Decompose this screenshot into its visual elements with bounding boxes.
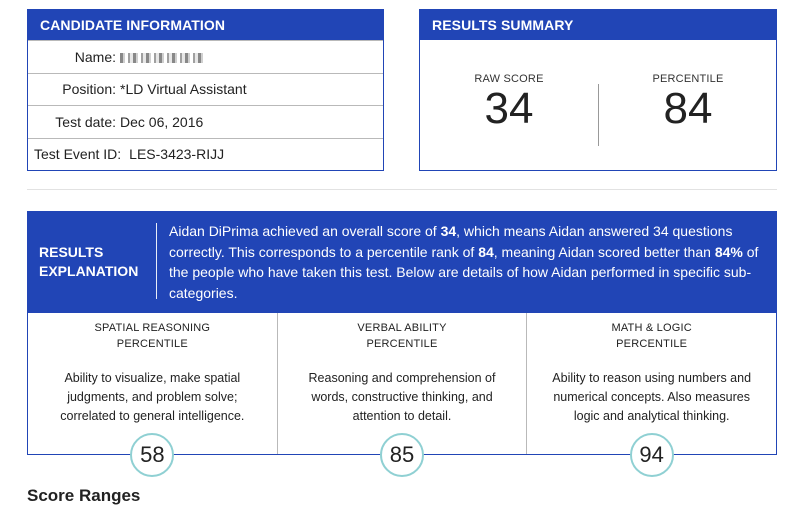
category-math-logic: MATH & LOGIC PERCENTILE Ability to reason… xyxy=(526,313,776,477)
category-title: SPATIAL REASONING PERCENTILE xyxy=(94,322,211,350)
overall-score: 34 xyxy=(440,223,457,239)
results-summary-panel: RESULTS SUMMARY RAW SCORE 34 PERCENTILE … xyxy=(419,9,777,171)
results-explanation-title: RESULTS EXPLANATION xyxy=(39,243,169,281)
percentile-rank: 84 xyxy=(478,243,494,260)
category-title: VERBAL ABILITY PERCENTILE xyxy=(357,322,447,350)
position-label: Position: xyxy=(62,81,116,98)
percentile-label: PERCENTILE xyxy=(652,73,724,85)
candidate-information-header: CANDIDATE INFORMATION xyxy=(28,10,383,40)
results-explanation-text: Aidan DiPrima achieved an overall score … xyxy=(169,223,759,301)
category-title: MATH & LOGIC PERCENTILE xyxy=(611,322,692,350)
info-row-name: Name: xyxy=(28,40,383,73)
category-verbal-ability: VERBAL ABILITY PERCENTILE Reasoning and c… xyxy=(276,313,527,477)
name-label: Name: xyxy=(74,48,116,65)
title-line-1: RESULTS xyxy=(39,244,104,260)
info-row-position: Position: *LD Virtual Assistant xyxy=(28,72,383,106)
category-score-circle: 85 xyxy=(380,433,424,477)
test-event-id-label: Test Event ID: xyxy=(34,146,122,163)
better-than-percent: 84% xyxy=(714,243,743,260)
category-description: Reasoning and comprehension of words, co… xyxy=(308,371,496,423)
category-score-circle: 94 xyxy=(629,433,674,477)
results-explanation-banner: RESULTS EXPLANATION Aidan DiPrima achiev… xyxy=(27,211,777,313)
test-date-value: Dec 06, 2016 xyxy=(120,113,204,130)
raw-score-label: RAW SCORE xyxy=(474,73,544,85)
name-value xyxy=(120,49,206,65)
results-summary-header: RESULTS SUMMARY xyxy=(420,10,776,40)
raw-score-block: RAW SCORE 34 xyxy=(420,40,598,170)
category-description: Ability to reason using numbers and nume… xyxy=(552,371,752,423)
category-description: Ability to visualize, make spatial judgm… xyxy=(60,371,245,423)
title-line-2: EXPLANATION xyxy=(39,263,139,279)
test-date-label: Test date: xyxy=(55,113,116,130)
candidate-information-panel: CANDIDATE INFORMATION Name: Position: *L… xyxy=(27,9,384,171)
redacted-name xyxy=(120,53,206,64)
category-spatial-reasoning: SPATIAL REASONING PERCENTILE Ability to v… xyxy=(28,313,277,477)
position-value: *LD Virtual Assistant xyxy=(120,81,247,98)
explanation-divider xyxy=(156,223,157,299)
category-score-circle: 58 xyxy=(130,433,175,477)
score-ranges-heading: Score Ranges xyxy=(27,486,141,505)
percentile-value: 84 xyxy=(663,84,713,133)
info-row-test-date: Test date: Dec 06, 2016 xyxy=(28,105,383,138)
raw-score-value: 34 xyxy=(484,84,534,133)
subcategory-panel: SPATIAL REASONING PERCENTILE Ability to v… xyxy=(27,313,777,477)
section-divider xyxy=(27,189,777,190)
percentile-block: PERCENTILE 84 xyxy=(599,40,777,170)
test-event-id-value: LES-3423-RIJJ xyxy=(129,146,225,163)
summary-divider xyxy=(598,84,599,146)
info-row-test-event-id: Test Event ID: LES-3423-RIJJ xyxy=(28,137,383,171)
